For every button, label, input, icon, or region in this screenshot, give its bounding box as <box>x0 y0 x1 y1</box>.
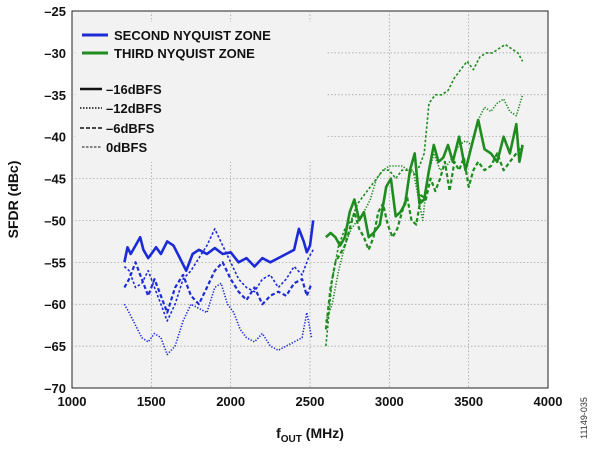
x-tick-label: 4000 <box>534 394 563 409</box>
y-tick-label: –70 <box>44 381 66 396</box>
y-tick-label: –40 <box>44 130 66 145</box>
x-tick-label: 2500 <box>296 394 325 409</box>
series-line-third-zone-dashed <box>324 144 524 330</box>
x-axis-title: fOUT (MHz) <box>276 425 344 445</box>
series-line-third-zone-dotted <box>325 94 524 322</box>
legend: SECOND NYQUIST ZONE THIRD NYQUIST ZONE –… <box>76 22 326 162</box>
x-tick-label: 1000 <box>58 394 87 409</box>
y-tick-label: –50 <box>44 213 66 228</box>
x-axis-title-subscript: OUT <box>281 434 302 445</box>
y-tick-labels: –25 –30 –35 –40 –45 –50 –55 –60 –65 –70 <box>44 4 66 396</box>
x-tick-label: 3000 <box>375 394 404 409</box>
y-tick-label: –45 <box>44 172 66 187</box>
series-line-second-zone-short-dash <box>123 228 314 322</box>
legend-label-second-zone: SECOND NYQUIST ZONE <box>114 28 271 43</box>
x-tick-label: 2000 <box>216 394 245 409</box>
legend-label-6dbfs: –6dBFS <box>106 121 155 136</box>
series-line-second-zone-dashed <box>123 261 313 314</box>
series-line-second-zone-dotted <box>123 282 313 356</box>
y-tick-label: –30 <box>44 46 66 61</box>
x-tick-labels: 1000 1500 2000 2500 3000 3500 4000 <box>58 394 563 409</box>
legend-label-0dbfs: 0dBFS <box>106 140 148 155</box>
figure-id: 11149-035 <box>579 397 589 439</box>
x-axis-title-main: f <box>276 425 281 441</box>
y-tick-label: –65 <box>44 339 66 354</box>
series-layer <box>123 43 524 356</box>
series-line-third-zone-short-dash <box>325 43 524 347</box>
x-axis-title-unit: (MHz) <box>302 425 344 441</box>
y-tick-label: –25 <box>44 4 66 19</box>
x-tick-label: 1500 <box>137 394 166 409</box>
x-tick-label: 3500 <box>454 394 483 409</box>
legend-label-third-zone: THIRD NYQUIST ZONE <box>114 46 255 61</box>
legend-background <box>76 22 326 162</box>
legend-label-16dbfs: –16dBFS <box>106 82 162 97</box>
y-axis-title: SFDR (dBc) <box>5 161 21 239</box>
y-tick-label: –55 <box>44 255 66 270</box>
y-tick-label: –35 <box>44 88 66 103</box>
legend-label-12dbfs: –12dBFS <box>106 101 162 116</box>
series-line-second-zone-solid <box>123 220 315 273</box>
y-tick-label: –60 <box>44 297 66 312</box>
